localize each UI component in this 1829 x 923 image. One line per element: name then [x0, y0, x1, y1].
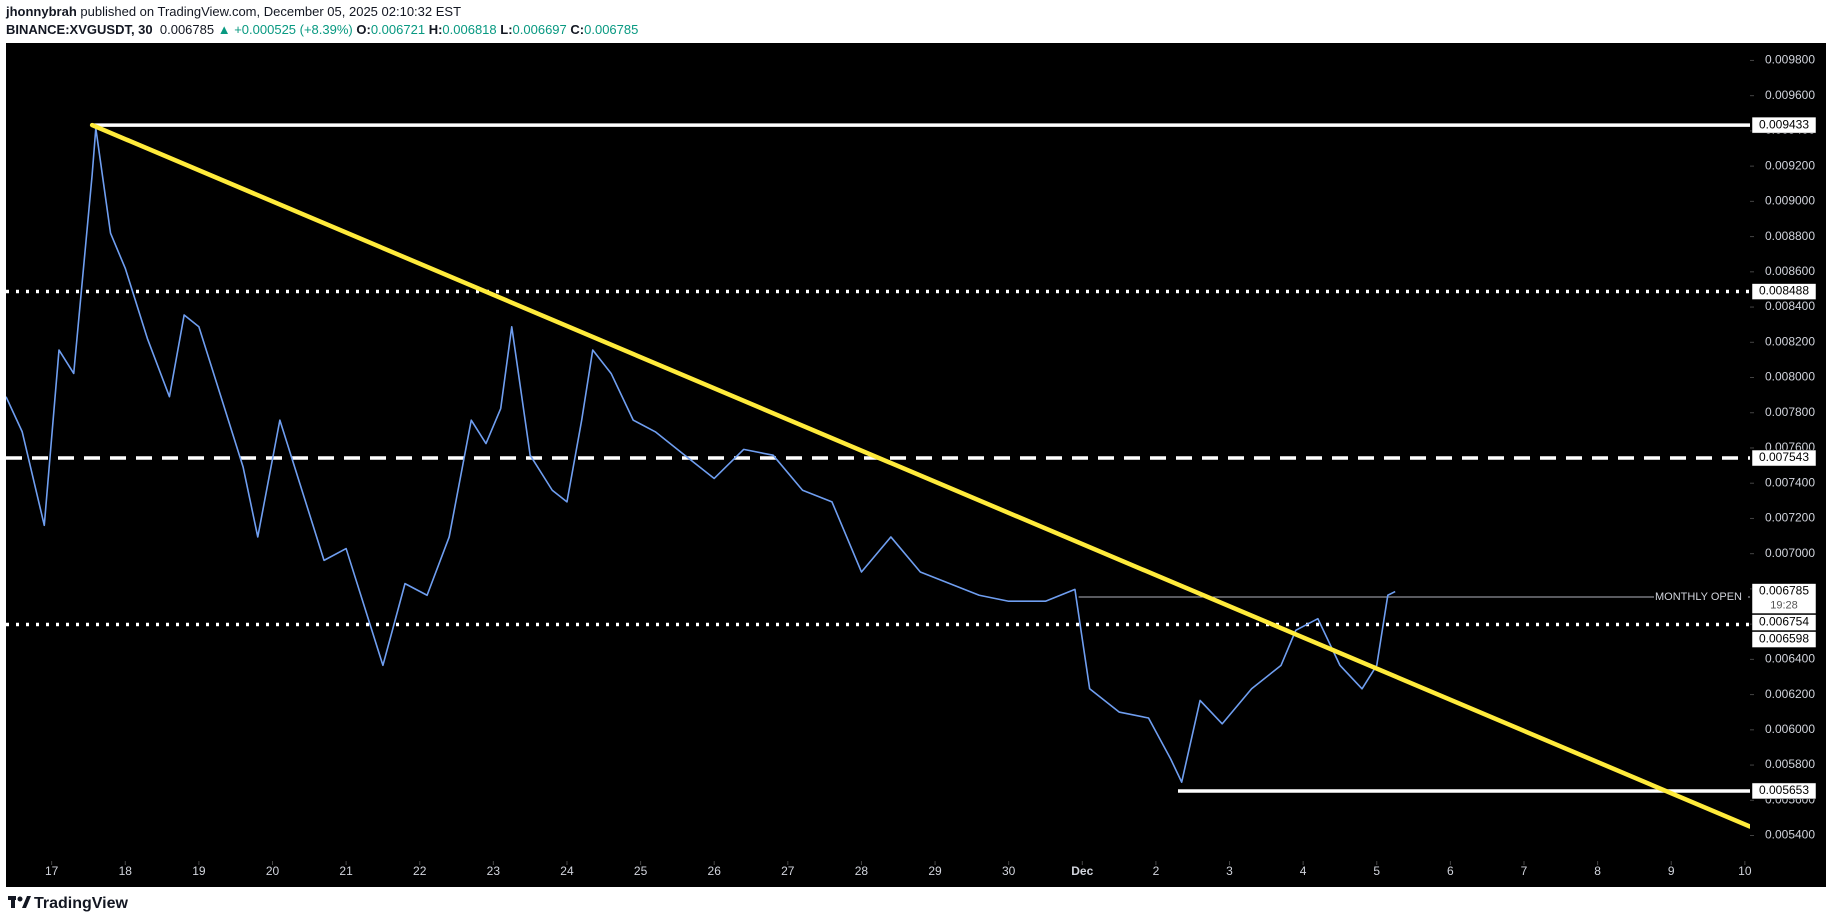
y-tick-label: 0.009200	[1765, 158, 1815, 172]
price-label-box	[1751, 614, 1817, 631]
ohlc-key: C:	[570, 22, 585, 37]
author[interactable]: jhonnybrah	[6, 4, 77, 19]
change: ▲ +0.000525 (+8.39%)	[217, 22, 353, 37]
ohlc-value: 0.006785	[584, 22, 639, 37]
price-label-box	[1751, 631, 1817, 648]
price-label: 0.006754	[1759, 615, 1809, 629]
y-tick-label: 0.005400	[1765, 828, 1815, 842]
x-tick-label: Dec	[1071, 864, 1093, 878]
x-tick-label: 18	[119, 864, 133, 878]
x-tick-label: 21	[339, 864, 353, 878]
y-tick-label: 0.008200	[1765, 334, 1815, 348]
y-tick-label: 0.007200	[1765, 511, 1815, 525]
x-tick-label: 5	[1373, 864, 1380, 878]
x-tick-label: 17	[45, 864, 59, 878]
ohlc-key: O:	[356, 22, 371, 37]
price-label-box	[1751, 283, 1817, 300]
y-tick-label: 0.008600	[1765, 264, 1815, 278]
bar-timer: 19:28	[1770, 599, 1798, 611]
y-tick-label: 0.006200	[1765, 687, 1815, 701]
price-label-box	[1751, 449, 1817, 467]
price-label: 0.007543	[1759, 450, 1809, 464]
brand: TradingView	[34, 895, 129, 912]
x-tick-label: 4	[1300, 864, 1307, 878]
price-label: 0.006598	[1759, 632, 1809, 646]
x-tick-label: 9	[1668, 864, 1675, 878]
plot: MONTHLY OPEN	[6, 122, 1750, 829]
price-label: 0.006785	[1759, 584, 1809, 598]
y-tick-label: 0.007800	[1765, 405, 1815, 419]
x-tick-label: 6	[1447, 864, 1454, 878]
level-text-bg	[1654, 589, 1748, 606]
ohlc-value: 0.006818	[442, 22, 497, 37]
x-tick-label: 26	[708, 864, 722, 878]
y-tick-label: 0.007000	[1765, 546, 1815, 560]
x-tick-label: 30	[1002, 864, 1016, 878]
y-tick-label: 0.008800	[1765, 229, 1815, 243]
symbol-line: BINANCE:XVGUSDT, 30 0.006785 ▲ +0.000525…	[6, 21, 638, 39]
x-tick-label: 29	[928, 864, 942, 878]
x-tick-label: 24	[560, 864, 574, 878]
y-tick-label: 0.008000	[1765, 370, 1815, 384]
last-price: 0.006785	[159, 22, 215, 37]
x-tick-label: 2	[1153, 864, 1160, 878]
logo-part	[17, 896, 23, 902]
y-tick-label: 0.006000	[1765, 722, 1815, 736]
pane-background	[6, 43, 1826, 887]
publish-line: jhonnybrah published on TradingView.com,…	[6, 3, 638, 21]
y-tick-label: 0.009600	[1765, 88, 1815, 102]
ohlc-value: 0.006721	[370, 22, 426, 37]
price-label-box	[1751, 116, 1817, 134]
x-tick-label: 20	[266, 864, 280, 878]
x-tick-label: 3	[1226, 864, 1233, 878]
y-tick-label: 0.009000	[1765, 194, 1815, 208]
price-label: 0.005653	[1759, 783, 1809, 797]
price-label: 0.009433	[1759, 117, 1809, 131]
logo-part	[22, 896, 31, 908]
x-tick-label: 8	[1594, 864, 1601, 878]
ohlc-key: H:	[428, 22, 443, 37]
publish-info: published on TradingView.com, December 0…	[80, 4, 462, 19]
y-tick-label: 0.005800	[1765, 757, 1815, 771]
x-tick-label: 22	[413, 864, 427, 878]
y-tick-label: 0.007400	[1765, 475, 1815, 489]
x-tick-label: 28	[855, 864, 869, 878]
y-tick-label: 0.009800	[1765, 53, 1815, 67]
x-tick-label: 19	[192, 864, 206, 878]
x-tick-label: 7	[1521, 864, 1528, 878]
x-tick-label: 27	[781, 864, 795, 878]
y-tick-label: 0.006400	[1765, 652, 1815, 666]
header: jhonnybrah published on TradingView.com,…	[6, 3, 638, 39]
price-line	[6, 127, 1396, 783]
price-label-box	[1751, 782, 1817, 800]
price-label-box	[1751, 583, 1817, 614]
level-text: MONTHLY OPEN	[1655, 591, 1742, 603]
price-label: 0.008488	[1759, 284, 1809, 298]
x-tick-label: 25	[634, 864, 648, 878]
x-tick-label: 23	[487, 864, 501, 878]
x-tick-label: 10	[1738, 864, 1752, 878]
symbol: BINANCE:XVGUSDT, 30	[6, 22, 153, 37]
trendline	[89, 122, 1750, 829]
ohlc-key: L:	[500, 22, 513, 37]
logo-icon	[8, 896, 31, 908]
ohlc: O:0.006721 H:0.006818 L:0.006697 C:0.006…	[356, 22, 638, 37]
y-tick-label: 0.008400	[1765, 299, 1815, 313]
ohlc-value: 0.006697	[512, 22, 567, 37]
logo-part	[11, 896, 15, 908]
